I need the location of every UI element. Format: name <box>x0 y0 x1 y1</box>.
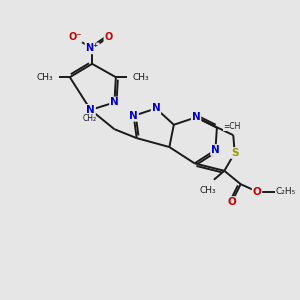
Text: N: N <box>110 98 119 107</box>
Text: N: N <box>211 145 220 155</box>
Text: S: S <box>231 148 238 158</box>
Text: CH₃: CH₃ <box>37 73 53 82</box>
Text: O: O <box>227 197 236 207</box>
Text: O⁻: O⁻ <box>68 32 82 42</box>
Text: N⁺: N⁺ <box>85 44 99 53</box>
Text: CH₃: CH₃ <box>132 73 149 82</box>
Text: O: O <box>253 187 261 196</box>
Text: N: N <box>86 105 95 115</box>
Text: O: O <box>104 32 112 42</box>
Text: C₂H₅: C₂H₅ <box>276 187 296 196</box>
Text: N: N <box>129 111 138 121</box>
Text: CH₂: CH₂ <box>83 114 97 123</box>
Text: =CH: =CH <box>224 122 241 131</box>
Text: N: N <box>192 112 200 122</box>
Text: N: N <box>152 103 160 113</box>
Text: CH₃: CH₃ <box>200 186 216 195</box>
